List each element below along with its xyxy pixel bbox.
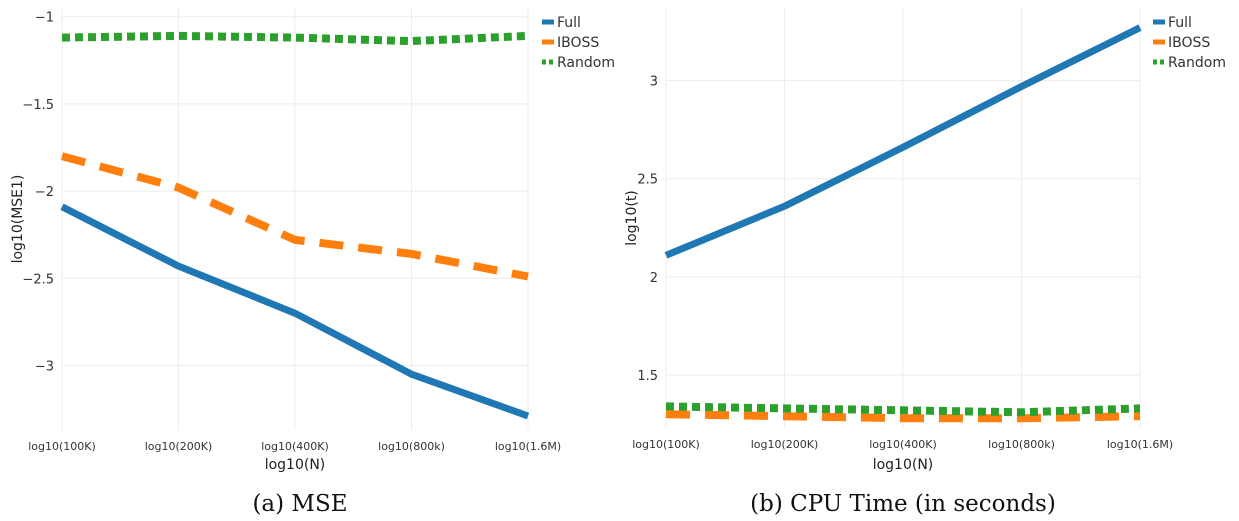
x-axis-label: log10(N) bbox=[265, 457, 326, 473]
series-line-random bbox=[665, 402, 1141, 417]
y-tick-label: 2.5 bbox=[637, 173, 658, 188]
series-group bbox=[60, 31, 530, 420]
grid bbox=[665, 8, 1141, 428]
x-axis-label: log10(N) bbox=[873, 457, 934, 473]
x-tick-label: log10(200K) bbox=[751, 438, 819, 451]
legend-label-iboss: IBOSS bbox=[557, 35, 599, 51]
grid bbox=[61, 8, 529, 430]
x-tick-label: log10(100K) bbox=[28, 440, 96, 453]
y-tick-label: 1.5 bbox=[637, 369, 658, 384]
x-tick-label: log10(200K) bbox=[145, 440, 213, 453]
x-tick-label: log10(1.6M) bbox=[1107, 438, 1173, 451]
figure-caption: (b) CPU Time (in seconds) bbox=[750, 491, 1056, 517]
legend: Full IBOSS Random bbox=[542, 15, 615, 71]
chart-cpu-time: 3 2.5 2 1.5 log10(100K) log10(200K) log10(400K… bbox=[624, 8, 1226, 517]
legend-label-full: Full bbox=[557, 15, 581, 31]
series-line-full bbox=[60, 203, 530, 420]
series-line-full bbox=[664, 24, 1142, 259]
y-tick-label: −2.5 bbox=[22, 272, 54, 287]
y-tick-label: −1 bbox=[35, 11, 54, 26]
legend-label-random: Random bbox=[557, 55, 615, 71]
legend-label-iboss: IBOSS bbox=[1168, 35, 1210, 51]
y-tick-label: −3 bbox=[35, 359, 54, 374]
series-group bbox=[664, 24, 1142, 423]
legend: Full IBOSS Random bbox=[1153, 15, 1226, 71]
chart-mse: −1 −1.5 −2 −2.5 −3 log10(100K) log10(200K) log1… bbox=[10, 8, 615, 517]
x-tick-label: log10(400K) bbox=[869, 438, 937, 451]
y-tick-label: −2 bbox=[35, 185, 54, 200]
legend-label-full: Full bbox=[1168, 15, 1192, 31]
y-axis-label: log10(MSE1) bbox=[10, 175, 26, 264]
figure-caption: (a) MSE bbox=[252, 491, 347, 517]
x-tick-label: log10(1.6M) bbox=[495, 440, 561, 453]
legend-label-random: Random bbox=[1168, 55, 1226, 71]
x-tick-label: log10(800k) bbox=[988, 438, 1055, 451]
y-tick-label: 2 bbox=[650, 271, 658, 286]
x-tick-label: log10(800k) bbox=[378, 440, 445, 453]
y-tick-label: 3 bbox=[650, 75, 658, 90]
x-tick-label: log10(100K) bbox=[632, 438, 700, 451]
series-line-iboss bbox=[60, 152, 529, 281]
series-line-iboss bbox=[665, 410, 1141, 423]
y-axis-label: log10(t) bbox=[624, 190, 640, 246]
y-tick-label: −1.5 bbox=[22, 98, 54, 113]
x-tick-label: log10(400K) bbox=[261, 440, 329, 453]
